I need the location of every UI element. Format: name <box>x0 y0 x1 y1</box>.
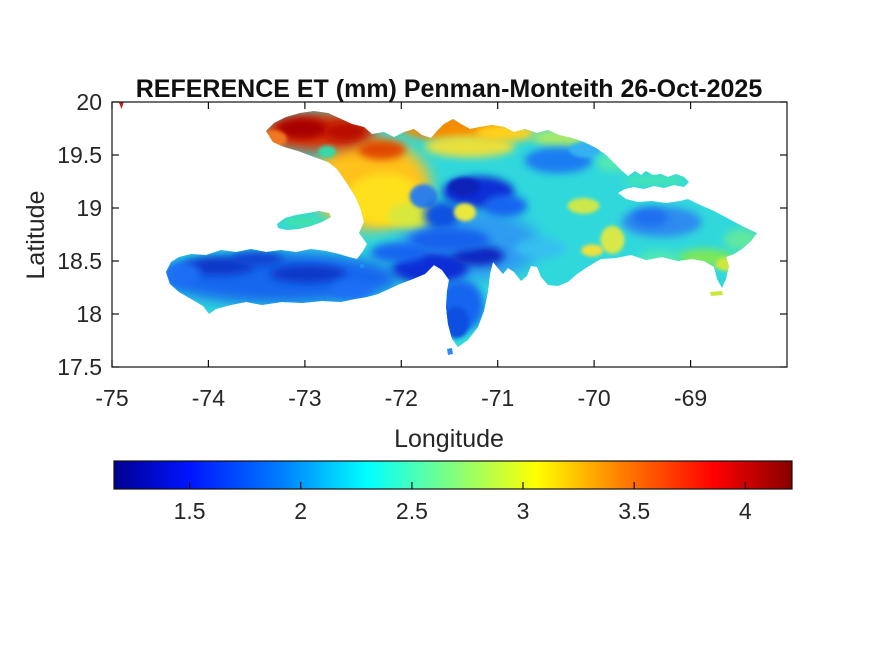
heatmap-region <box>409 184 438 209</box>
saona-island <box>710 291 723 296</box>
x-tick-labels: -75 -74 -73 -72 -71 -70 -69 <box>95 385 707 411</box>
port-au-prince-islet <box>360 264 364 268</box>
y-tick-label: 19 <box>76 195 102 221</box>
heatmap-region <box>424 135 515 158</box>
x-tick-label: -72 <box>385 385 418 411</box>
corner-artifact <box>118 101 124 109</box>
heatmap-region <box>581 244 604 257</box>
axes-box <box>111 101 788 368</box>
heatmap-region <box>358 139 406 160</box>
colorbar-tick-label: 2.5 <box>396 498 428 524</box>
heatmap-region <box>387 202 436 229</box>
heatmap-region <box>166 261 201 286</box>
heatmap-region <box>567 198 600 214</box>
y-axis-label: Latitude <box>22 191 50 280</box>
heatmap-region <box>409 227 490 252</box>
heatmap-region <box>318 145 336 158</box>
heatmap-region <box>600 225 625 254</box>
colorbar-tick-label: 4 <box>739 498 752 524</box>
heatmap-region <box>276 117 328 140</box>
y-tick-label: 18 <box>76 301 102 327</box>
colorbar <box>113 460 793 490</box>
heatmap-region <box>632 208 669 227</box>
heatmap-region <box>282 216 322 227</box>
y-tick-labels: 20 19.5 19 18.5 18 17.5 <box>57 89 102 380</box>
colorbar-tick-labels: 1.5 2 2.5 3 3.5 4 <box>174 498 752 524</box>
y-tick-label: 20 <box>76 89 102 115</box>
heatmap-region <box>453 203 476 222</box>
x-tick-label: -73 <box>288 385 321 411</box>
colorbar-ticks <box>189 482 746 489</box>
y-tick-label: 17.5 <box>57 354 102 380</box>
colorbar-tick-label: 2 <box>294 498 307 524</box>
heatmap-region <box>622 174 687 187</box>
plot-title: REFERENCE ET (mm) Penman-Monteith 26-Oct… <box>136 75 763 103</box>
heatmap-region <box>423 201 460 230</box>
y-tick-label: 18.5 <box>57 248 102 274</box>
beata-island <box>447 348 453 355</box>
axes-ticks <box>111 101 787 368</box>
colorbar-tick-label: 3.5 <box>618 498 650 524</box>
heatmap-region <box>483 194 528 217</box>
heatmap-region <box>448 177 480 196</box>
heatmap-region <box>515 238 566 259</box>
y-tick-label: 19.5 <box>57 142 102 168</box>
heatmap-region <box>330 279 375 300</box>
colorbar-tick-label: 3 <box>517 498 530 524</box>
x-tick-label: -69 <box>674 385 707 411</box>
heatmap-region <box>370 242 427 263</box>
x-tick-label: -70 <box>577 385 610 411</box>
heatmap-region <box>323 121 368 142</box>
heatmap-region <box>269 264 346 283</box>
x-tick-label: -74 <box>192 385 225 411</box>
x-tick-label: -71 <box>481 385 514 411</box>
x-axis-label: Longitude <box>394 425 504 453</box>
x-tick-label: -75 <box>95 385 128 411</box>
heatmap-region <box>231 251 284 266</box>
colorbar-tick-label: 1.5 <box>174 498 206 524</box>
